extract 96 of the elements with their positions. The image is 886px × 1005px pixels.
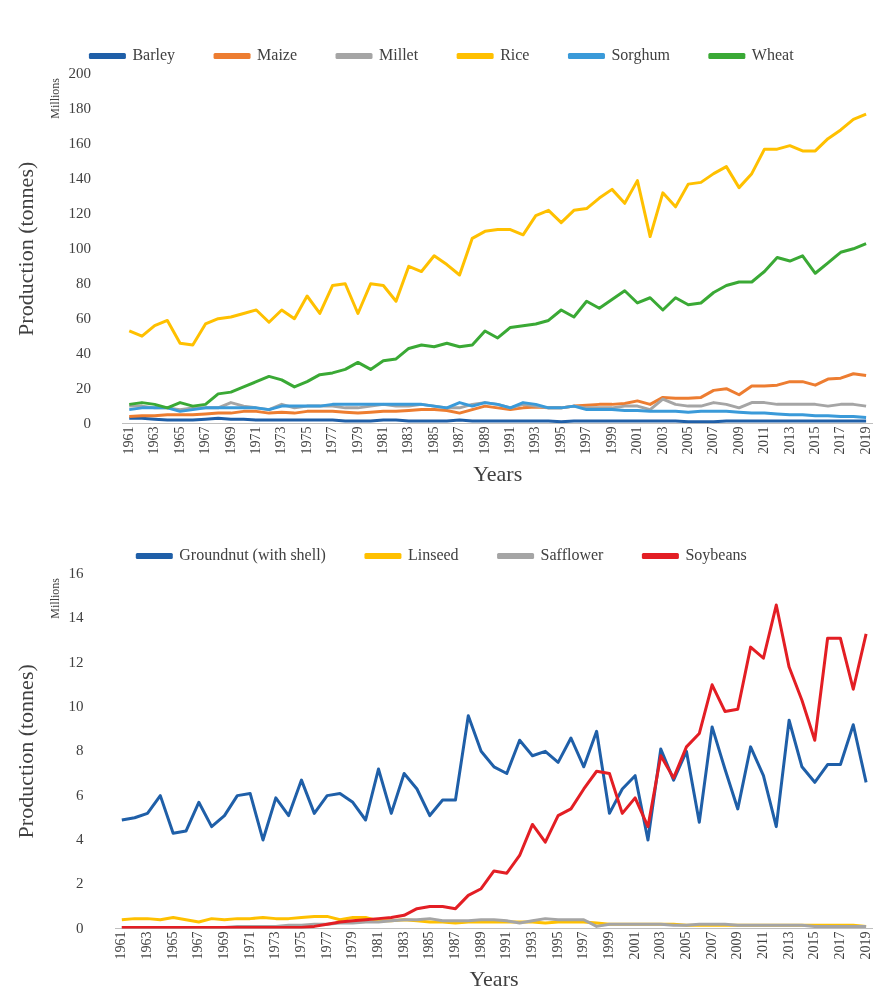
x-tick-label: 2013 (780, 931, 796, 960)
legend-label: Barley (132, 46, 176, 65)
x-tick-label: 1965 (164, 931, 180, 960)
legend-label: Maize (257, 46, 298, 64)
x-tick-label: 1997 (575, 931, 591, 960)
x-tick-label: 1975 (293, 931, 309, 960)
y-tick-label: 140 (68, 169, 91, 186)
x-tick-label: 1995 (552, 426, 568, 455)
y-tick-label: 80 (75, 274, 91, 291)
legend-label: Linseed (407, 546, 459, 564)
x-axis-title: Years (473, 460, 523, 486)
x-tick-label: 1979 (349, 426, 365, 455)
x-tick-label: 1985 (425, 426, 441, 455)
y-tick-label: 160 (68, 134, 91, 151)
x-tick-label: 2019 (857, 426, 873, 455)
x-tick-label: 2015 (806, 931, 822, 960)
y-tick-label: 4 (75, 830, 84, 847)
x-tick-label: 1989 (472, 931, 488, 960)
y-tick-label: 20 (75, 379, 91, 396)
x-tick-label: 1999 (601, 931, 617, 960)
x-tick-label: 1985 (421, 931, 437, 960)
x-tick-label: 1993 (527, 426, 543, 455)
x-tick-label: 2007 (703, 931, 719, 960)
x-tick-label: 1961 (113, 931, 129, 960)
x-tick-label: 1969 (222, 426, 238, 455)
x-tick-label: 1973 (267, 931, 283, 960)
x-tick-label: 2001 (626, 931, 642, 960)
x-tick-label: 1967 (197, 426, 213, 455)
x-tick-label: 1963 (146, 426, 162, 455)
y-tick-label: 6 (75, 786, 84, 803)
legend-label: Groundnut (with shell) (179, 546, 326, 565)
x-tick-label: 1973 (273, 426, 289, 455)
x-tick-label: 1965 (171, 426, 187, 455)
x-tick-label: 1993 (524, 931, 540, 960)
x-tick-label: 1969 (216, 931, 232, 960)
x-tick-label: 2005 (679, 426, 695, 455)
x-tick-label: 1987 (451, 426, 467, 455)
x-tick-label: 1983 (395, 931, 411, 960)
x-tick-label: 1987 (447, 931, 463, 960)
x-tick-label: 1967 (190, 931, 206, 960)
y-tick-label: 2 (75, 875, 84, 892)
legend-label: Safflower (540, 546, 605, 564)
y-tick-label: 120 (68, 204, 91, 221)
x-tick-label: 1971 (247, 426, 263, 455)
legend-label: Rice (500, 46, 530, 64)
y-axis-title: Production (tonnes) (12, 664, 38, 839)
x-tick-label: 1983 (400, 426, 416, 455)
x-tick-label: 2009 (730, 426, 746, 455)
y-tick-label: 16 (68, 564, 84, 581)
text: Millions (48, 77, 63, 119)
x-tick-label: 2009 (729, 931, 745, 960)
x-tick-label: 1999 (603, 426, 619, 455)
x-tick-label: 1975 (298, 426, 314, 455)
legend-label: Sorghum (611, 46, 671, 65)
x-tick-label: 2011 (756, 426, 772, 455)
x-tick-label: 1989 (476, 426, 492, 455)
x-tick-label: 1977 (318, 931, 334, 960)
x-tick-label: 1995 (549, 931, 565, 960)
y-tick-label: 200 (68, 64, 91, 81)
text: Millions (48, 577, 63, 619)
x-axis-title: Years (469, 965, 519, 991)
x-tick-label: 2011 (755, 931, 771, 960)
y-tick-label: 12 (68, 653, 84, 670)
y-tick-label: 10 (68, 697, 84, 714)
x-tick-label: 1979 (344, 931, 360, 960)
x-tick-label: 2003 (654, 426, 670, 455)
legend-label: Wheat (751, 46, 795, 64)
x-tick-label: 1981 (370, 931, 386, 960)
y-tick-label: 8 (75, 742, 84, 759)
y-tick-label: 40 (75, 344, 91, 361)
x-tick-label: 1971 (241, 931, 257, 960)
x-tick-label: 2017 (832, 426, 848, 455)
x-tick-label: 2005 (678, 931, 694, 960)
y-tick-label: 100 (68, 239, 91, 256)
y-axis-title: Production (tonnes) (12, 161, 38, 336)
x-tick-label: 2003 (652, 931, 668, 960)
x-tick-label: 1963 (139, 931, 155, 960)
y-tick-label: 14 (68, 609, 84, 626)
x-tick-label: 1961 (120, 426, 136, 455)
x-tick-label: 1981 (375, 426, 391, 455)
y-tick-label: 180 (68, 99, 91, 116)
x-tick-label: 2001 (629, 426, 645, 455)
x-tick-label: 2015 (806, 426, 822, 455)
legend-label: Millet (379, 46, 419, 64)
y-tick-label: 60 (75, 309, 91, 326)
x-tick-label: 1991 (498, 931, 514, 960)
x-tick-label: 2007 (705, 426, 721, 455)
x-tick-label: 2019 (857, 931, 873, 960)
x-tick-label: 2017 (832, 931, 848, 960)
y-tick-label: 0 (83, 414, 91, 431)
x-tick-label: 1991 (502, 426, 518, 455)
x-tick-label: 2013 (781, 426, 797, 455)
x-tick-label: 1977 (324, 426, 340, 455)
x-tick-label: 1997 (578, 426, 594, 455)
y-tick-label: 0 (75, 919, 84, 936)
legend-label: Soybeans (685, 546, 747, 565)
